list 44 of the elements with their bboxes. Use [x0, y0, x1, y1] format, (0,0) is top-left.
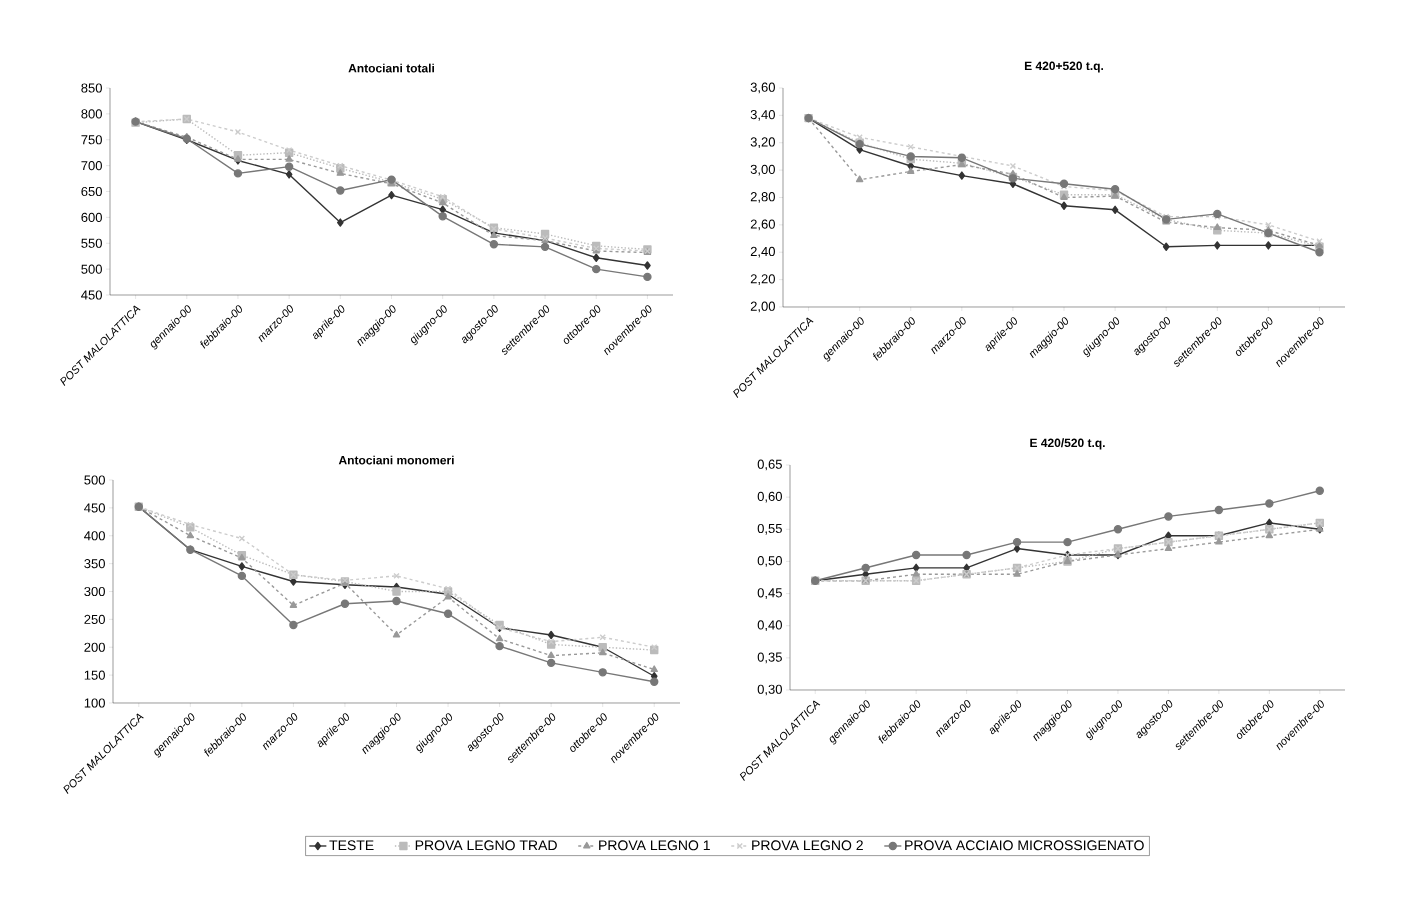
y-tick-label: 2,40	[750, 246, 775, 258]
y-tick-label: 700	[81, 161, 102, 171]
y-tick-label: 800	[81, 109, 102, 119]
y-tick-label: 500	[84, 475, 105, 485]
y-tick-label: 0,50	[757, 556, 782, 567]
legend-label: PROVA LEGNO 1	[599, 840, 710, 851]
y-tick-label: 0,60	[757, 491, 782, 503]
chart-title: Antociani monomeri	[338, 455, 454, 465]
y-tick-label: 450	[84, 503, 105, 513]
y-tick-label: 3,20	[750, 137, 775, 149]
y-tick-label: 300	[84, 586, 105, 597]
y-tick-label: 350	[84, 559, 105, 569]
y-tick-label: 2,80	[750, 192, 775, 203]
legend-label: PROVA ACCIAIO MICROSSIGENATO	[905, 840, 1144, 851]
chart-title: E 420+520 t.q.	[1024, 61, 1104, 73]
y-tick-label: 0,45	[757, 588, 782, 599]
y-tick-label: 150	[84, 670, 105, 680]
legend-label: TESTE	[329, 840, 374, 851]
y-tick-label: 0,55	[757, 523, 782, 535]
y-tick-label: 850	[81, 83, 102, 93]
legend-label: PROVA LEGNO 2	[752, 840, 863, 851]
y-tick-label: 0,30	[757, 684, 782, 696]
y-tick-label: 3,40	[750, 109, 775, 121]
y-tick-label: 0,35	[757, 652, 782, 664]
y-tick-label: 0,40	[757, 620, 782, 632]
y-tick-label: 100	[84, 698, 105, 708]
y-tick-label: 3,00	[750, 164, 775, 176]
y-tick-label: 0,65	[757, 459, 782, 471]
y-tick-label: 2,20	[750, 274, 775, 285]
y-tick-label: 550	[81, 238, 102, 248]
y-tick-label: 650	[81, 186, 102, 197]
chart-title: E 420/520 t.q.	[1030, 438, 1105, 450]
y-tick-label: 2,00	[750, 301, 775, 313]
y-tick-label: 250	[84, 614, 105, 624]
y-tick-label: 3,60	[750, 82, 775, 94]
y-tick-label: 2,60	[750, 219, 775, 231]
y-tick-label: 600	[81, 212, 102, 222]
y-tick-label: 500	[81, 264, 102, 274]
y-tick-label: 450	[81, 290, 102, 300]
y-tick-label: 400	[84, 531, 105, 541]
y-tick-label: 200	[84, 642, 105, 652]
legend-label: PROVA LEGNO TRAD	[415, 840, 557, 851]
y-tick-label: 750	[81, 135, 102, 145]
chart-title: Antociani totali	[348, 63, 434, 73]
